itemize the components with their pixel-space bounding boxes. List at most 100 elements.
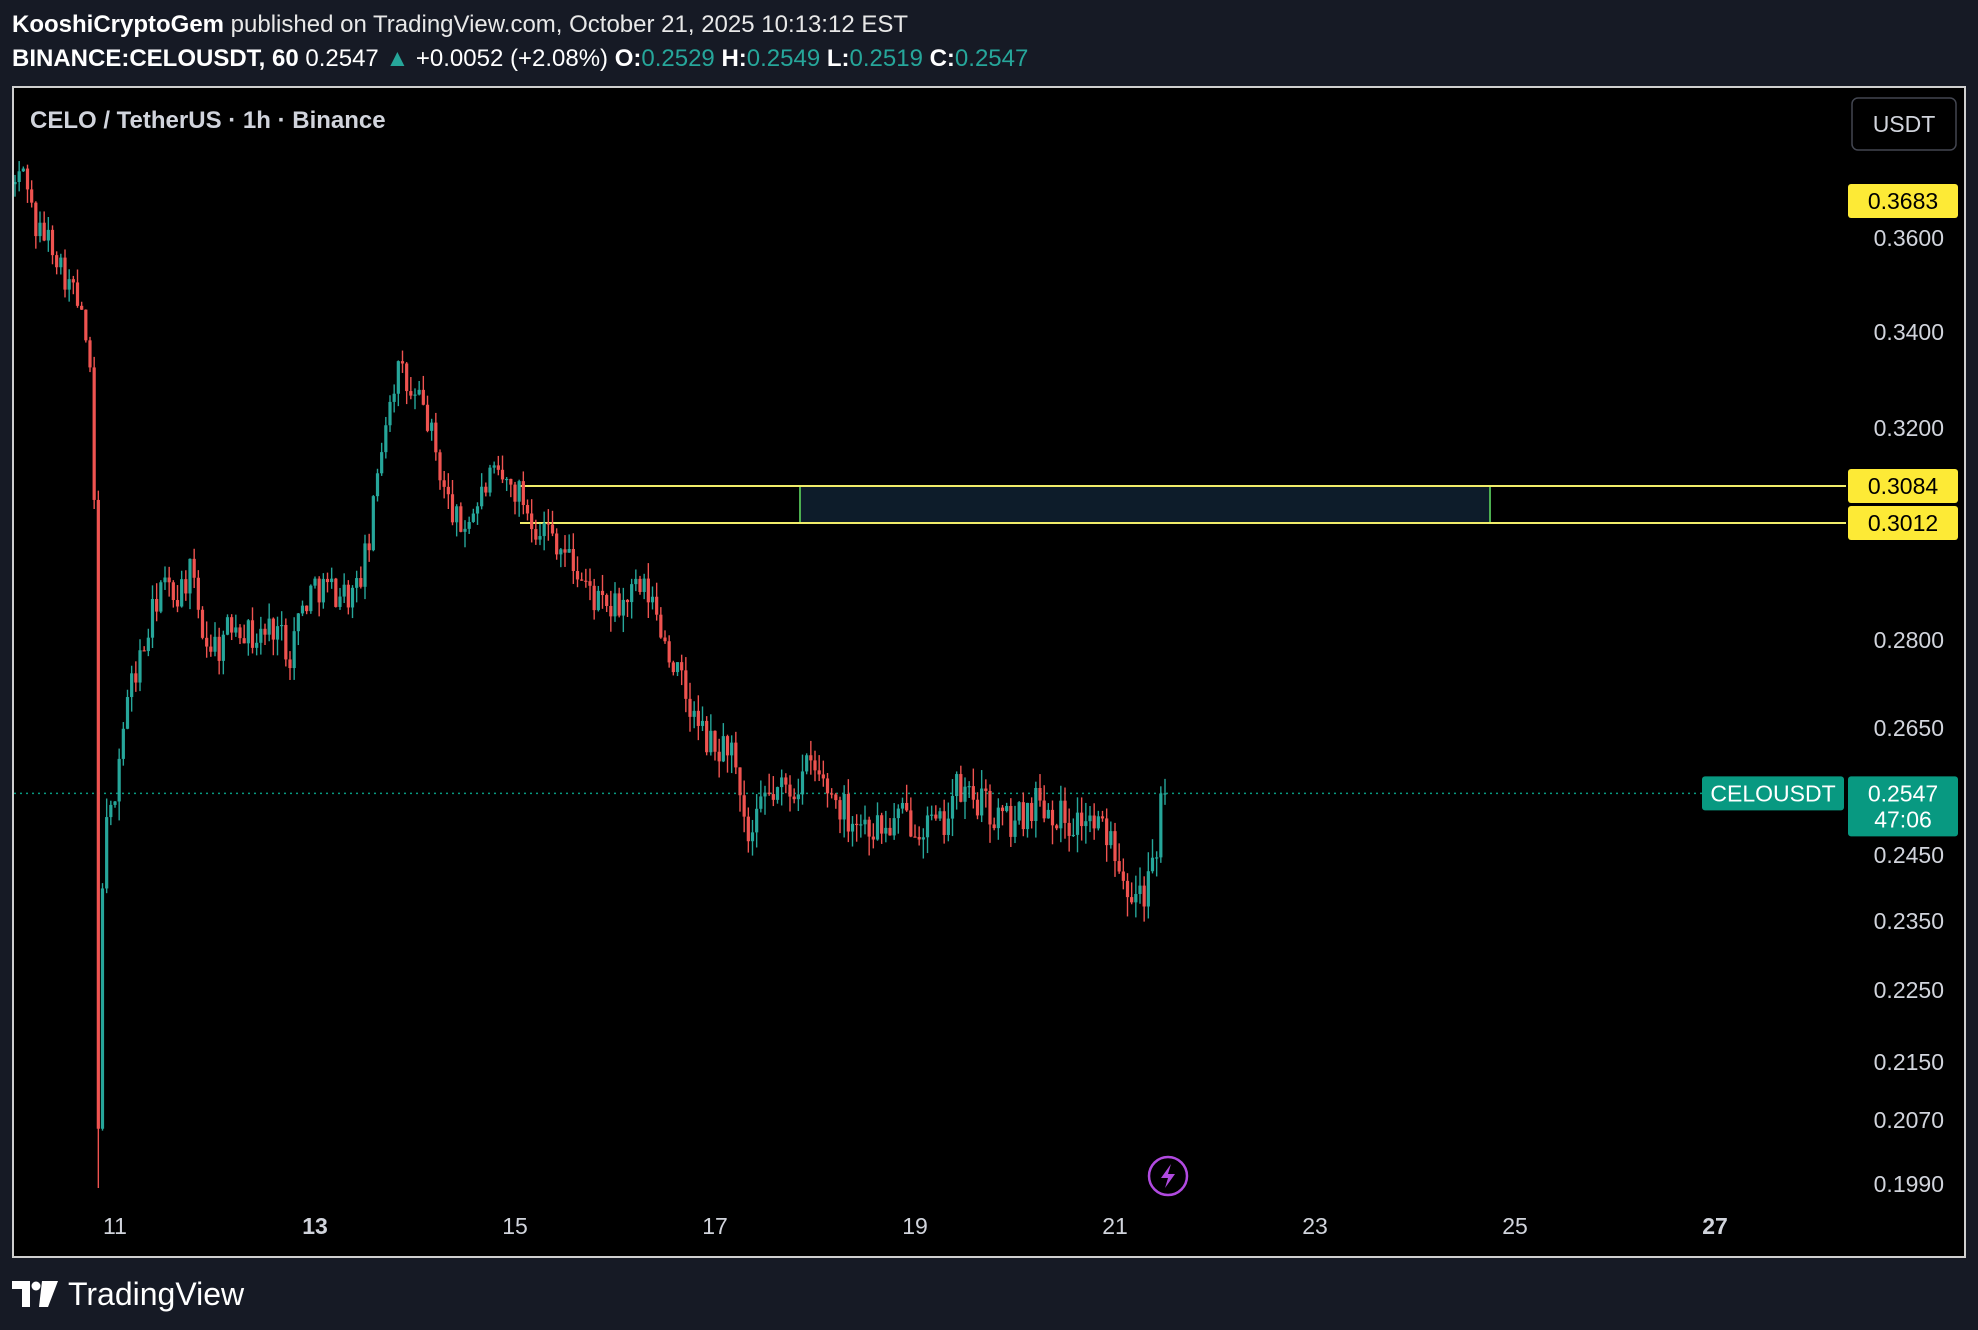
candle-body[interactable] — [375, 473, 380, 497]
candle-body[interactable] — [96, 499, 100, 1129]
candle-body[interactable] — [784, 777, 788, 785]
candle-body[interactable] — [455, 506, 459, 523]
candle-body[interactable] — [34, 202, 38, 237]
candle-body[interactable] — [963, 786, 967, 802]
candle-body[interactable] — [621, 599, 625, 616]
candle-body[interactable] — [688, 698, 692, 717]
candle-body[interactable] — [234, 627, 238, 633]
candle-body[interactable] — [525, 505, 530, 514]
candle-body[interactable] — [1121, 871, 1125, 881]
candle-body[interactable] — [863, 819, 867, 825]
candle-body[interactable] — [417, 389, 421, 395]
candle-body[interactable] — [713, 730, 717, 752]
candle-body[interactable] — [1000, 807, 1005, 812]
candle-body[interactable] — [492, 465, 496, 468]
candle-body[interactable] — [205, 637, 209, 647]
candle-body[interactable] — [913, 836, 917, 838]
price-tag-2[interactable] — [1848, 506, 1958, 540]
candle-body[interactable] — [188, 558, 192, 594]
candle-body[interactable] — [942, 811, 946, 835]
candle-body[interactable] — [630, 584, 634, 603]
candle-body[interactable] — [488, 467, 492, 493]
price-chart[interactable]: 0.3600 0.3400 0.3200 0.2800 0.2650 0.2450 0.23… — [14, 88, 1964, 1256]
author-name[interactable]: KooshiCryptoGem — [12, 11, 225, 38]
candle-body[interactable] — [134, 673, 138, 683]
candle-body[interactable] — [405, 363, 409, 392]
candle-body[interactable] — [359, 578, 363, 587]
candle-body[interactable] — [838, 800, 842, 820]
candle-body[interactable] — [55, 255, 59, 268]
currency-button[interactable] — [1851, 97, 1957, 151]
candle-body[interactable] — [800, 771, 805, 795]
candle-body[interactable] — [1138, 885, 1142, 895]
candle-body[interactable] — [950, 796, 955, 819]
candle-body[interactable] — [1092, 815, 1096, 829]
candle-body[interactable] — [825, 778, 830, 794]
candle-body[interactable] — [125, 697, 130, 729]
candle-body[interactable] — [975, 799, 980, 816]
candle-body[interactable] — [17, 171, 21, 183]
candle-body[interactable] — [334, 578, 338, 607]
candle-body[interactable] — [625, 599, 630, 603]
candle-body[interactable] — [25, 168, 30, 190]
candle-body[interactable] — [250, 620, 255, 648]
candle-body[interactable] — [450, 494, 455, 523]
candle-body[interactable] — [109, 804, 113, 818]
candle-body[interactable] — [1134, 894, 1138, 903]
candle-body[interactable] — [213, 636, 217, 652]
candle-body[interactable] — [105, 817, 109, 889]
candle-body[interactable] — [588, 581, 592, 586]
candle-body[interactable] — [642, 578, 646, 592]
chart-frame[interactable]: 0.3600 0.3400 0.3200 0.2800 0.2650 0.2450 0.23… — [12, 86, 1966, 1258]
symbol-tag[interactable] — [1702, 776, 1844, 811]
candle-body[interactable] — [563, 549, 567, 553]
candle-body[interactable] — [742, 795, 746, 817]
candle-body[interactable] — [192, 558, 196, 578]
candle-body[interactable] — [117, 758, 121, 802]
resistance-zone[interactable] — [799, 485, 1491, 524]
candle-body[interactable] — [442, 480, 446, 487]
candle-body[interactable] — [759, 796, 763, 809]
candle-body[interactable] — [684, 670, 688, 699]
candle-body[interactable] — [46, 229, 50, 241]
candle-body[interactable] — [517, 481, 521, 502]
candle-body[interactable] — [1075, 812, 1080, 835]
candle-body[interactable] — [459, 506, 463, 532]
candle-body[interactable] — [1150, 857, 1155, 872]
candle-body[interactable] — [971, 786, 975, 800]
candle-body[interactable] — [738, 767, 742, 796]
candle-body[interactable] — [138, 650, 142, 683]
candle-body[interactable] — [1146, 871, 1150, 907]
candle-body[interactable] — [438, 452, 442, 481]
candle-body[interactable] — [896, 808, 900, 819]
candle-body[interactable] — [925, 815, 930, 838]
candle-body[interactable] — [384, 425, 388, 453]
candle-body[interactable] — [338, 596, 342, 607]
candle-body[interactable] — [1130, 897, 1134, 903]
candle-body[interactable] — [559, 549, 563, 555]
candle-body[interactable] — [400, 361, 405, 364]
lightning-event-icon[interactable] — [1147, 1155, 1189, 1197]
candle-body[interactable] — [567, 548, 571, 553]
candle-body[interactable] — [1013, 820, 1017, 837]
candle-body[interactable] — [30, 189, 34, 203]
candle-body[interactable] — [717, 751, 721, 762]
candle-body[interactable] — [184, 579, 188, 594]
price-tag-0[interactable] — [1848, 184, 1958, 218]
candle-body[interactable] — [946, 818, 950, 835]
candle-body[interactable] — [817, 770, 821, 775]
candle-body[interactable] — [775, 787, 780, 800]
candle-body[interactable] — [980, 788, 984, 816]
candle-body[interactable] — [988, 790, 992, 825]
candle-body[interactable] — [792, 796, 796, 800]
candle-body[interactable] — [63, 257, 67, 290]
candle-body[interactable] — [146, 637, 150, 652]
candle-body[interactable] — [284, 624, 288, 660]
candle-body[interactable] — [59, 257, 63, 268]
candle-body[interactable] — [150, 599, 155, 638]
candle-body[interactable] — [705, 720, 709, 753]
candle-body[interactable] — [538, 536, 542, 540]
candle-body[interactable] — [309, 585, 313, 612]
candle-body[interactable] — [200, 609, 205, 638]
candle-body[interactable] — [255, 642, 259, 648]
